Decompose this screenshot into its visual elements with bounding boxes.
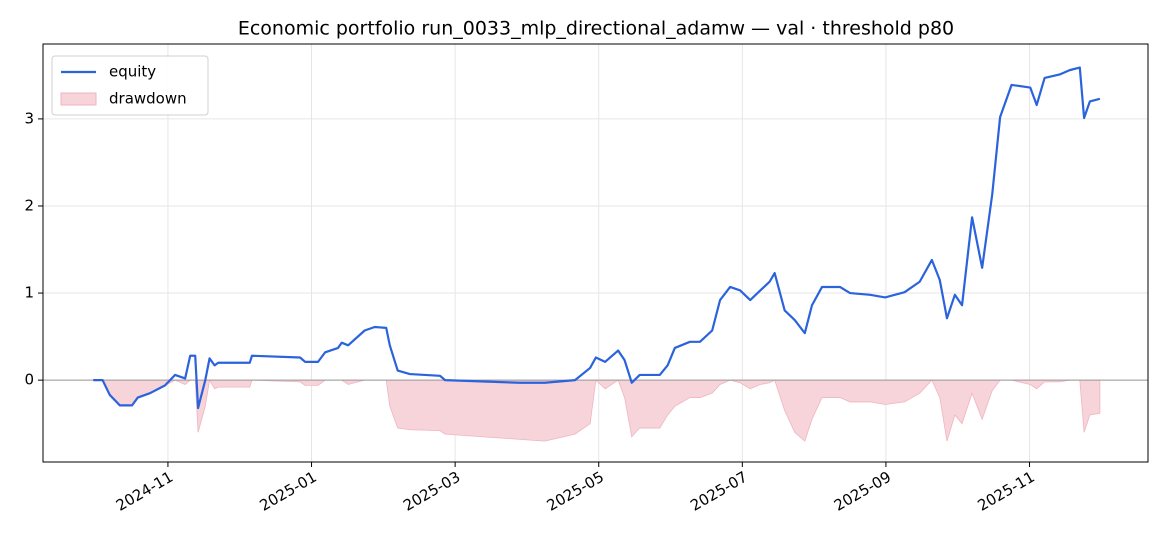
x-tick-label: 2025-09 xyxy=(831,468,894,515)
y-tick-label: 0 xyxy=(24,371,34,389)
y-tick-label: 3 xyxy=(24,109,34,127)
x-tick-label: 2024-11 xyxy=(113,468,176,515)
x-tick-label: 2025-01 xyxy=(256,468,319,515)
chart-title: Economic portfolio run_0033_mlp_directio… xyxy=(238,18,954,40)
y-tick-label: 1 xyxy=(24,284,34,302)
x-tick-label: 2025-05 xyxy=(544,468,607,515)
x-tick-label: 2025-03 xyxy=(400,468,463,515)
legend-label: drawdown xyxy=(109,90,187,108)
x-tick-label: 2025-11 xyxy=(974,468,1037,515)
equity-line xyxy=(93,66,1101,410)
drawdown-area xyxy=(93,378,1101,442)
x-tick-label: 2025-07 xyxy=(687,468,750,515)
y-tick-label: 2 xyxy=(24,196,34,214)
plot-frame xyxy=(42,43,1149,463)
legend-label: equity xyxy=(109,63,156,81)
legend-swatch xyxy=(60,92,97,106)
